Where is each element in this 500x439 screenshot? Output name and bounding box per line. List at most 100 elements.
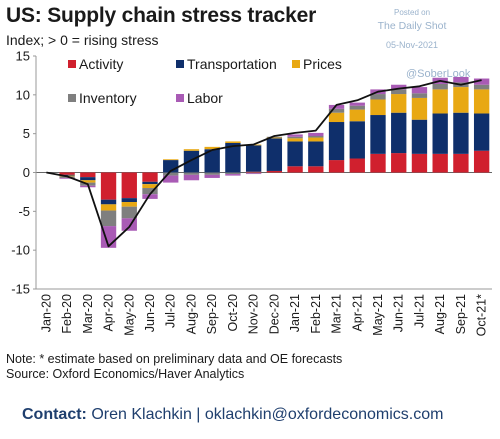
bar-transportation-18: [411, 119, 428, 154]
contact-details: Oren Klachkin | oklachkin@oxfordeconomic…: [91, 406, 444, 423]
bar-labor-9: [225, 174, 241, 176]
x-tick-label: Nov-20: [247, 294, 261, 334]
bar-prices-18: [411, 97, 428, 120]
legend-label-activity: Activity: [79, 56, 123, 72]
bar-activity-14: [328, 160, 345, 173]
x-tick-label: Sep-21: [454, 294, 468, 334]
bar-prices-11: [266, 137, 283, 139]
bar-inventory-5: [142, 188, 158, 195]
bar-prices-12: [287, 138, 303, 142]
legend-label-prices: Prices: [303, 56, 342, 72]
bar-labor-20: [453, 76, 469, 83]
bar-activity-20: [453, 153, 469, 173]
bar-transportation-15: [349, 121, 365, 159]
x-tick-label: Oct-20: [226, 294, 240, 332]
bar-labor-1: [59, 177, 75, 179]
x-tick-label: Feb-21: [309, 294, 323, 334]
contact-line: Contact: Oren Klachkin | oklachkin@oxfor…: [22, 406, 443, 424]
bar-activity-15: [349, 158, 365, 173]
x-tick-label: Jan-20: [39, 294, 53, 332]
contact-label: Contact:: [22, 406, 87, 423]
bar-prices-14: [328, 112, 345, 123]
total-stress-line: [46, 79, 482, 248]
bar-prices-3: [100, 204, 117, 211]
bar-transportation-17: [391, 112, 407, 154]
bar-activity-17: [391, 153, 407, 173]
bar-activity-21: [473, 150, 490, 173]
legend-swatch-activity: [68, 60, 76, 68]
bar-activity-1: [59, 172, 75, 175]
legend-label-labor: Labor: [187, 90, 223, 106]
bar-prices-4: [121, 202, 137, 207]
bar-labor-12: [287, 134, 303, 137]
bar-inventory-19: [432, 83, 448, 90]
bar-transportation-8: [204, 149, 220, 173]
watermark-posted-on: Posted on: [393, 8, 431, 17]
bar-labor-15: [349, 102, 365, 106]
y-tick-label: -15: [11, 282, 30, 297]
bar-prices-17: [391, 94, 407, 113]
bar-transportation-12: [287, 141, 303, 167]
bar-activity-5: [142, 172, 158, 182]
watermark-source-name: The Daily Shot: [377, 20, 447, 32]
bar-prices-6: [163, 159, 179, 161]
bar-prices-15: [349, 109, 365, 122]
x-tick-label: Mar-20: [81, 294, 95, 334]
bar-activity-4: [121, 172, 137, 199]
bar-inventory-6: [163, 172, 179, 176]
bar-inventory-21: [473, 84, 490, 90]
bar-prices-8: [204, 146, 220, 150]
x-tick-label: Jun-20: [143, 294, 157, 332]
bar-inventory-10: [245, 172, 262, 174]
bar-prices-19: [432, 89, 448, 114]
source-note: Source: Oxford Economics/Haver Analytics: [6, 367, 245, 381]
legend-label-inventory: Inventory: [79, 90, 137, 106]
bar-prices-16: [370, 99, 386, 116]
bar-labor-6: [163, 175, 179, 183]
y-tick-label: 0: [23, 165, 30, 180]
bar-activity-19: [432, 153, 448, 173]
x-tick-label: Sep-20: [205, 294, 219, 334]
x-tick-label: Aug-21: [433, 294, 447, 334]
x-tick-label: Oct-21*: [475, 294, 489, 337]
legend-swatch-labor: [176, 94, 184, 102]
chart-area: -15 -10 -5 0 5 10 15 Jan-20 Feb-20 Mar-20 Apr-20 Ma…: [11, 49, 492, 337]
bar-inventory-12: [287, 136, 303, 139]
bar-inventory-18: [411, 93, 428, 98]
x-tick-label: May-20: [122, 294, 136, 336]
bar-transportation-16: [370, 115, 386, 154]
bar-transportation-1: [59, 174, 75, 176]
bar-activity-10: [245, 171, 262, 173]
x-tick-label: Jul-20: [164, 294, 178, 328]
bar-prices-9: [225, 141, 241, 143]
watermark-date: 05-Nov-2021: [385, 40, 439, 50]
bar-activity-16: [370, 153, 386, 173]
bar-labor-13: [308, 132, 324, 136]
x-tick-label: Aug-20: [184, 294, 198, 334]
bar-transportation-2: [80, 177, 96, 181]
bar-labor-4: [121, 218, 137, 231]
bar-inventory-14: [328, 108, 345, 113]
footnote: Note: * estimate based on preliminary da…: [6, 352, 343, 366]
bar-prices-20: [453, 87, 469, 113]
bar-activity-11: [266, 170, 283, 173]
bar-transportation-3: [100, 199, 117, 205]
x-tick-label: Apr-20: [102, 294, 116, 332]
bar-inventory-17: [391, 89, 407, 95]
bar-transportation-13: [308, 141, 324, 167]
bar-prices-13: [308, 137, 324, 142]
bar-inventory-9: [225, 172, 241, 175]
chart-subtitle: Index; > 0 = rising stress: [6, 32, 159, 48]
bar-transportation-19: [432, 113, 448, 154]
bar-prices-21: [473, 89, 490, 114]
x-tick-label: Mar-21: [330, 294, 344, 334]
legend-label-transportation: Transportation: [187, 56, 277, 72]
bar-inventory-11: [266, 136, 283, 138]
bar-transportation-5: [142, 181, 158, 185]
bar-prices-2: [80, 180, 96, 183]
bar-labor-5: [142, 194, 158, 199]
bar-prices-5: [142, 184, 158, 189]
bar-activity-2: [80, 172, 96, 178]
x-tick-label: Jun-21: [392, 294, 406, 332]
bar-labor-8: [204, 174, 220, 178]
